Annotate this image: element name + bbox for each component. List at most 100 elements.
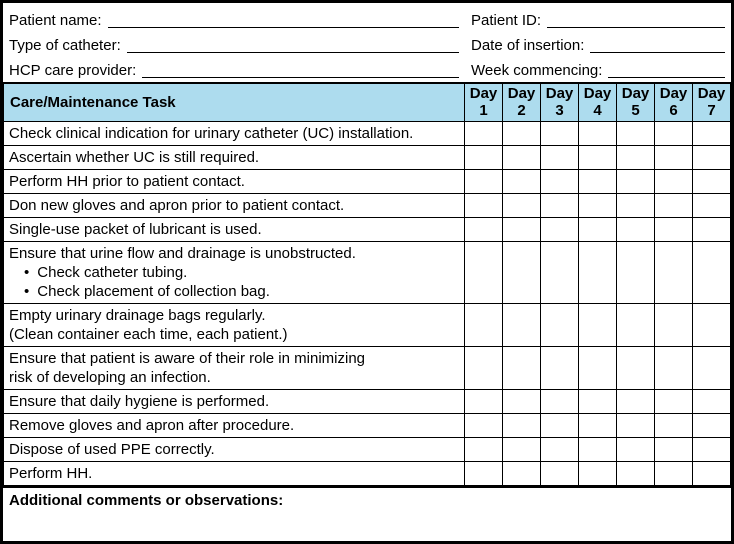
week-commencing-input-line[interactable] bbox=[608, 66, 725, 78]
day-cell-row12-day7[interactable] bbox=[692, 460, 731, 486]
day-cell-row11-day7[interactable] bbox=[692, 436, 731, 462]
day-cell-row4-day7[interactable] bbox=[692, 192, 731, 218]
day-cell-row9-day5[interactable] bbox=[616, 388, 655, 414]
day-cell-row11-day1[interactable] bbox=[464, 436, 503, 462]
day-cell-row6-day3[interactable] bbox=[540, 240, 579, 304]
day-cell-row3-day6[interactable] bbox=[654, 168, 693, 194]
day-cell-row2-day3[interactable] bbox=[540, 144, 579, 170]
day-cell-row6-day6[interactable] bbox=[654, 240, 693, 304]
day-cell-row12-day3[interactable] bbox=[540, 460, 579, 486]
day-cell-row1-day3[interactable] bbox=[540, 120, 579, 146]
day-cell-row10-day6[interactable] bbox=[654, 412, 693, 438]
day-cell-row7-day4[interactable] bbox=[578, 302, 617, 347]
day-cell-row6-day2[interactable] bbox=[502, 240, 541, 304]
day-cell-row10-day2[interactable] bbox=[502, 412, 541, 438]
day-cell-row3-day7[interactable] bbox=[692, 168, 731, 194]
day-cell-row1-day6[interactable] bbox=[654, 120, 693, 146]
day-cell-row10-day3[interactable] bbox=[540, 412, 579, 438]
week-commencing-label: Week commencing: bbox=[471, 62, 603, 79]
day-cell-row9-day6[interactable] bbox=[654, 388, 693, 414]
day-cell-row5-day2[interactable] bbox=[502, 216, 541, 242]
day-cell-row12-day4[interactable] bbox=[578, 460, 617, 486]
day-cell-row3-day1[interactable] bbox=[464, 168, 503, 194]
task-cell-10: Remove gloves and apron after procedure. bbox=[3, 412, 465, 438]
day-cell-row1-day4[interactable] bbox=[578, 120, 617, 146]
task-row-9: Ensure that daily hygiene is performed. bbox=[3, 388, 731, 414]
day-cell-row6-day1[interactable] bbox=[464, 240, 503, 304]
day-cell-row2-day6[interactable] bbox=[654, 144, 693, 170]
patient-id-input-line[interactable] bbox=[547, 16, 725, 28]
day-cell-row10-day4[interactable] bbox=[578, 412, 617, 438]
day-cell-row7-day7[interactable] bbox=[692, 302, 731, 347]
catheter-type-input-line[interactable] bbox=[126, 41, 459, 53]
day-cell-row7-day2[interactable] bbox=[502, 302, 541, 347]
day-cell-row10-day7[interactable] bbox=[692, 412, 731, 438]
day-cell-row2-day5[interactable] bbox=[616, 144, 655, 170]
day-cell-row8-day1[interactable] bbox=[464, 345, 503, 390]
day-cell-row8-day2[interactable] bbox=[502, 345, 541, 390]
day-cell-row4-day5[interactable] bbox=[616, 192, 655, 218]
day-cell-row3-day2[interactable] bbox=[502, 168, 541, 194]
day-cell-row7-day5[interactable] bbox=[616, 302, 655, 347]
day-cell-row11-day3[interactable] bbox=[540, 436, 579, 462]
day-cell-row10-day5[interactable] bbox=[616, 412, 655, 438]
day-cell-row8-day7[interactable] bbox=[692, 345, 731, 390]
day-cell-row12-day1[interactable] bbox=[464, 460, 503, 486]
task-row-5: Single-use packet of lubricant is used. bbox=[3, 216, 731, 242]
day-cell-row2-day2[interactable] bbox=[502, 144, 541, 170]
day-cell-row3-day4[interactable] bbox=[578, 168, 617, 194]
day-cell-row2-day7[interactable] bbox=[692, 144, 731, 170]
task-text: Perform HH prior to patient contact. bbox=[9, 172, 245, 190]
day-cell-row9-day2[interactable] bbox=[502, 388, 541, 414]
day-cell-row6-day5[interactable] bbox=[616, 240, 655, 304]
day-cell-row8-day6[interactable] bbox=[654, 345, 693, 390]
insertion-date-input-line[interactable] bbox=[590, 41, 725, 53]
additional-comments-area[interactable]: Additional comments or observations: bbox=[3, 485, 731, 542]
day-number: 4 bbox=[593, 102, 602, 120]
day-cell-row11-day2[interactable] bbox=[502, 436, 541, 462]
day-cell-row4-day4[interactable] bbox=[578, 192, 617, 218]
day-cell-row5-day4[interactable] bbox=[578, 216, 617, 242]
patient-name-input-line[interactable] bbox=[107, 16, 459, 28]
day-cell-row1-day1[interactable] bbox=[464, 120, 503, 146]
day-cell-row1-day7[interactable] bbox=[692, 120, 731, 146]
day-cell-row4-day6[interactable] bbox=[654, 192, 693, 218]
day-cell-row7-day1[interactable] bbox=[464, 302, 503, 347]
day-cell-row4-day2[interactable] bbox=[502, 192, 541, 218]
day-cell-row6-day7[interactable] bbox=[692, 240, 731, 304]
hcp-provider-input-line[interactable] bbox=[142, 66, 459, 78]
day-cell-row11-day5[interactable] bbox=[616, 436, 655, 462]
day-cell-row2-day1[interactable] bbox=[464, 144, 503, 170]
day-cell-row1-day2[interactable] bbox=[502, 120, 541, 146]
day-cell-row8-day5[interactable] bbox=[616, 345, 655, 390]
day-cell-row2-day4[interactable] bbox=[578, 144, 617, 170]
day-cell-row5-day1[interactable] bbox=[464, 216, 503, 242]
day-cell-row12-day6[interactable] bbox=[654, 460, 693, 486]
day-cell-row11-day4[interactable] bbox=[578, 436, 617, 462]
day-cell-row9-day1[interactable] bbox=[464, 388, 503, 414]
task-bullet: Check catheter tubing. bbox=[9, 263, 459, 282]
day-cell-row5-day3[interactable] bbox=[540, 216, 579, 242]
day-cell-row7-day6[interactable] bbox=[654, 302, 693, 347]
day-cell-row9-day3[interactable] bbox=[540, 388, 579, 414]
task-text: Check clinical indication for urinary ca… bbox=[9, 124, 414, 142]
day-cell-row7-day3[interactable] bbox=[540, 302, 579, 347]
day-cell-row10-day1[interactable] bbox=[464, 412, 503, 438]
day-cell-row1-day5[interactable] bbox=[616, 120, 655, 146]
day-cell-row4-day3[interactable] bbox=[540, 192, 579, 218]
day-cell-row3-day5[interactable] bbox=[616, 168, 655, 194]
day-cell-row9-day4[interactable] bbox=[578, 388, 617, 414]
day-cell-row8-day4[interactable] bbox=[578, 345, 617, 390]
day-cell-row6-day4[interactable] bbox=[578, 240, 617, 304]
day-cell-row5-day7[interactable] bbox=[692, 216, 731, 242]
day-cell-row8-day3[interactable] bbox=[540, 345, 579, 390]
day-cell-row5-day5[interactable] bbox=[616, 216, 655, 242]
day-cell-row11-day6[interactable] bbox=[654, 436, 693, 462]
day-cell-row12-day2[interactable] bbox=[502, 460, 541, 486]
day-cell-row5-day6[interactable] bbox=[654, 216, 693, 242]
day-cell-row4-day1[interactable] bbox=[464, 192, 503, 218]
task-row-7: Empty urinary drainage bags regularly. (… bbox=[3, 302, 731, 347]
day-cell-row12-day5[interactable] bbox=[616, 460, 655, 486]
day-cell-row3-day3[interactable] bbox=[540, 168, 579, 194]
day-cell-row9-day7[interactable] bbox=[692, 388, 731, 414]
